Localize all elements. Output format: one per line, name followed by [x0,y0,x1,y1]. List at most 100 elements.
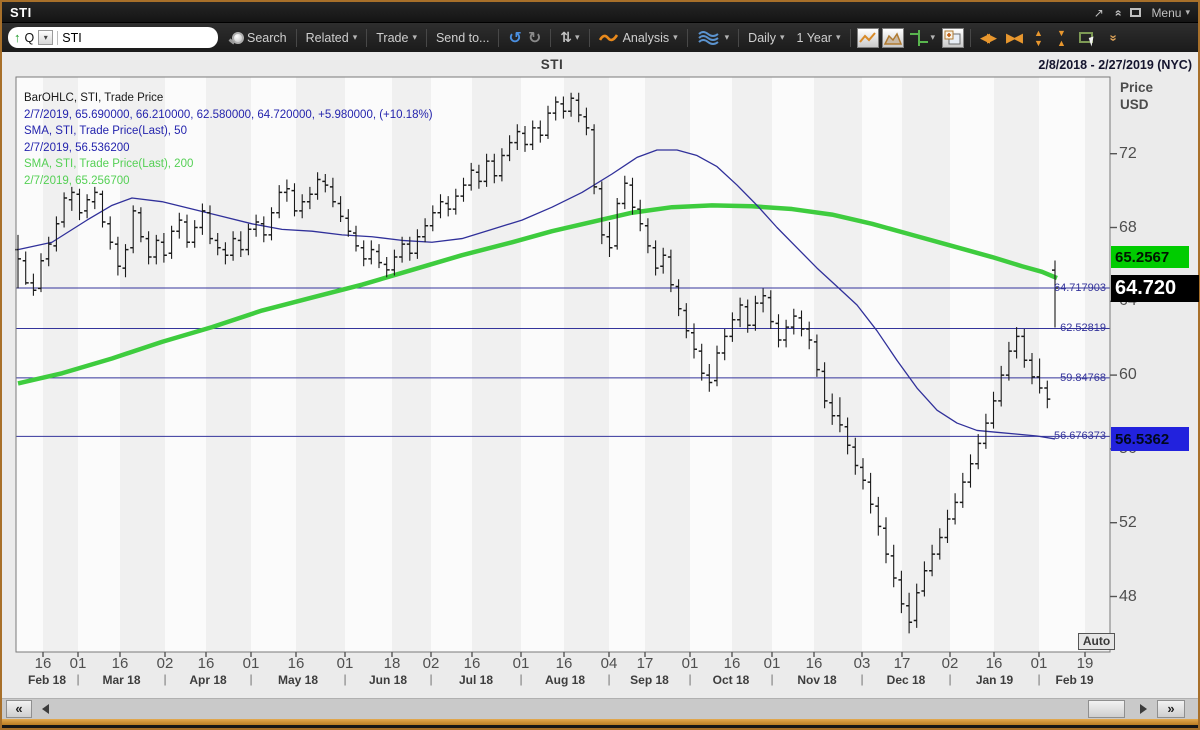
pivot-line-label: 62.52819 [1060,322,1106,335]
interval-select[interactable]: Daily ▾ [748,30,785,45]
month-separator: | [770,672,774,686]
month-label: Nov 18 [797,673,837,687]
month-label: Feb 19 [1055,673,1094,687]
symbol-dropdown-icon[interactable]: ▾ [38,30,54,45]
date-axis-tick: 19 [1076,655,1094,672]
chart-date-range: 2/8/2018 - 2/27/2019 (NYC) [1038,58,1192,72]
selection-zoom-icon[interactable] [1078,32,1093,43]
date-axis-tick: 16 [985,655,1003,672]
related-menu[interactable]: Related ▾ [305,30,358,45]
month-separator: | [429,672,433,686]
window-title: STI [10,5,32,20]
search-icon [229,31,244,45]
scroll-far-right-button[interactable]: » [1157,700,1185,718]
restore-icon[interactable] [1130,8,1142,17]
symbol-search-input[interactable]: ↑ Q ▾ STI [8,27,218,48]
date-axis-tick: 01 [336,655,354,672]
chevron-down-icon: ▾ [575,32,580,42]
expand-horizontal-icon[interactable]: ◀▶ [980,29,997,45]
collapse-icon[interactable]: » [1110,9,1125,16]
zoom-in-icon [944,30,961,44]
redo-icon[interactable]: ↻ [527,29,542,47]
more-tools-icon[interactable]: » [1106,34,1121,41]
date-axis-tick: 02 [156,655,174,672]
date-axis-tick: 02 [422,655,440,672]
legend-line: 2/7/2019, 56.536200 [24,141,130,154]
scroll-far-left-button[interactable]: « [6,700,32,718]
date-axis-tick: 16 [197,655,215,672]
date-axis-tick: 16 [805,655,823,672]
date-axis-tick: 17 [636,655,654,672]
date-axis-tick: 04 [600,655,618,672]
month-label: Aug 18 [544,673,586,687]
month-separator: | [519,672,523,686]
legend-line: SMA, STI, Trade Price(Last), 200 [24,158,194,170]
date-axis-tick: 16 [723,655,741,672]
date-axis-tick: 16 [287,655,305,672]
mountain-chart-type-button[interactable] [881,27,904,48]
waves-overlay-button[interactable]: ▾ [694,28,733,48]
date-axis-tick: 16 [34,655,52,672]
price-axis-tick: 48 [1119,587,1137,605]
search-button[interactable]: Search [226,29,290,47]
toolbar: ↑ Q ▾ STI Search Related ▾ Trade ▾ Send to… [2,23,1198,52]
date-axis-tick: 16 [463,655,481,672]
scroll-right-arrow-icon[interactable] [1140,704,1147,714]
chevron-down-icon: ▾ [352,32,358,42]
month-label: Jun 18 [368,673,408,687]
horizontal-scrollbar[interactable]: « » [2,698,1198,719]
send-to-button[interactable]: Send to... [435,30,490,45]
sort-updown-button[interactable]: ⇅ ▾ [557,27,582,48]
chevron-down-icon: ▾ [724,32,730,42]
month-separator: | [607,672,611,686]
month-label: Jul 18 [458,673,494,687]
month-separator: | [688,672,692,686]
pivot-line-label: 56.676373 [1054,430,1106,443]
month-label: Sep 18 [630,673,669,687]
trade-menu[interactable]: Trade ▾ [376,30,417,45]
line-chart-type-button[interactable] [856,27,879,48]
price-axis-tick: 72 [1119,144,1137,162]
undo-icon[interactable]: ↺ [508,29,522,47]
menu-label: Menu [1151,5,1182,20]
wave-icon [598,34,618,42]
price-axis-title: Price USD [1120,80,1154,112]
chevron-down-icon: ▾ [779,32,785,42]
legend-line: SMA, STI, Trade Price(Last), 50 [24,125,187,137]
date-axis-tick: 03 [853,655,871,672]
month-separator: | [76,672,80,686]
price-axis-tick: 68 [1119,218,1137,236]
month-separator: | [1037,672,1041,686]
chevron-down-icon: ▾ [412,32,417,42]
month-label: Jan 19 [975,673,1014,687]
month-label: Apr 18 [189,673,227,687]
chevron-down-icon[interactable]: ▾ [930,32,936,42]
scrollbar-thumb[interactable] [1088,700,1125,718]
zoom-in-button[interactable] [942,27,965,48]
chart-page: STI 2/8/2018 - 2/27/2019 (NYC) BarOHLC, … [2,52,1199,698]
compress-horizontal-icon[interactable]: ▶◀ [1006,29,1023,45]
date-axis-tick: 01 [242,655,260,672]
chevron-down-icon: ▾ [673,32,678,42]
pivot-line-label: 59.84768 [1060,371,1106,384]
expand-vertical-icon[interactable]: ▲ ▼ [1034,27,1043,48]
level-tool-button[interactable] [909,29,928,47]
menu-button[interactable]: Menu ▾ [1151,6,1190,20]
month-label: May 18 [277,673,319,687]
month-label: Oct 18 [712,673,750,687]
date-axis-tick: 01 [69,655,87,672]
month-label: Dec 18 [886,673,926,687]
popout-icon[interactable]: ↗ [1093,5,1104,20]
range-select[interactable]: 1 Year ▾ [796,30,841,45]
auto-scale-button[interactable]: Auto [1078,633,1115,650]
line-chart-icon [858,31,876,43]
mountain-chart-icon [883,31,902,45]
analysis-menu[interactable]: Analysis ▾ [596,29,681,47]
legend-line: BarOHLC, STI, Trade Price [24,92,164,104]
symbol-value: STI [62,30,82,45]
scroll-left-arrow-icon[interactable] [42,704,49,714]
pivot-line-label: 64.717903 [1054,282,1106,295]
arrow-up-icon: ↑ [14,30,21,45]
date-axis-tick: 01 [512,655,530,672]
compress-vertical-icon[interactable]: ▼ ▲ [1056,27,1066,48]
